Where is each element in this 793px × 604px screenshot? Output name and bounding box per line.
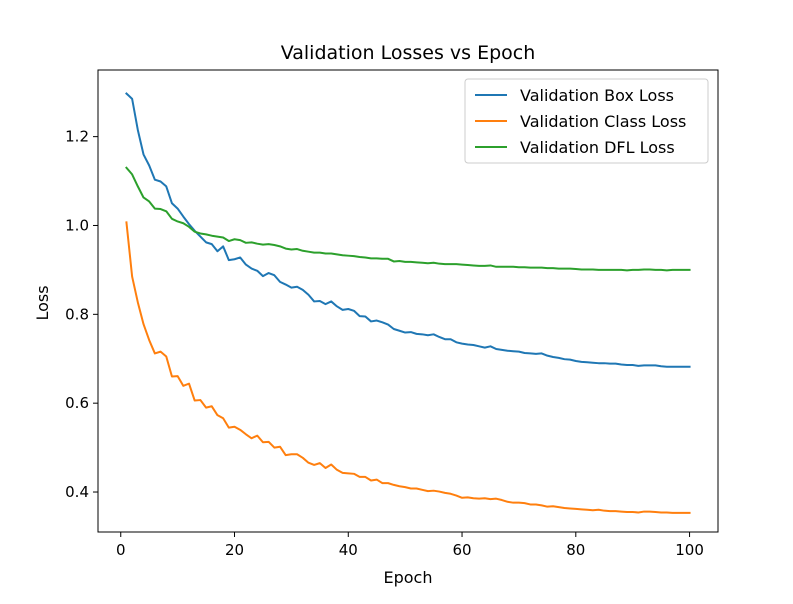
x-tick-label: 0 — [116, 541, 126, 559]
series-line-validation-box-loss — [125, 92, 691, 368]
x-tick-label: 40 — [339, 541, 358, 559]
series-line-validation-class-loss — [125, 221, 691, 514]
y-tick-label: 1.0 — [65, 216, 89, 234]
y-axis-label: Loss — [33, 285, 52, 320]
y-tick-label: 0.6 — [65, 394, 89, 412]
x-tick-label: 20 — [225, 541, 244, 559]
chart-title: Validation Losses vs Epoch — [281, 42, 536, 64]
legend-box — [464, 78, 709, 164]
plot-frame — [97, 69, 719, 533]
y-tick-label: 1.2 — [65, 128, 89, 146]
x-tick-label: 100 — [675, 541, 704, 559]
legend-label: Validation Box Loss — [520, 86, 674, 105]
y-tick-label: 0.4 — [65, 483, 89, 501]
legend: Validation Box Loss Validation Class Loss… — [464, 78, 709, 164]
x-tick-label: 80 — [566, 541, 585, 559]
axes: 0 20 40 60 80 100 0.4 0.6 0.8 1.0 1.2 — [65, 69, 719, 559]
y-tick-label: 0.8 — [65, 305, 89, 323]
legend-label: Validation DFL Loss — [520, 138, 675, 157]
series-line-validation-dfl-loss — [125, 166, 691, 272]
x-axis-label: Epoch — [384, 568, 433, 587]
plot-area — [125, 92, 691, 514]
x-tick-label: 60 — [452, 541, 471, 559]
legend-label: Validation Class Loss — [520, 112, 686, 131]
